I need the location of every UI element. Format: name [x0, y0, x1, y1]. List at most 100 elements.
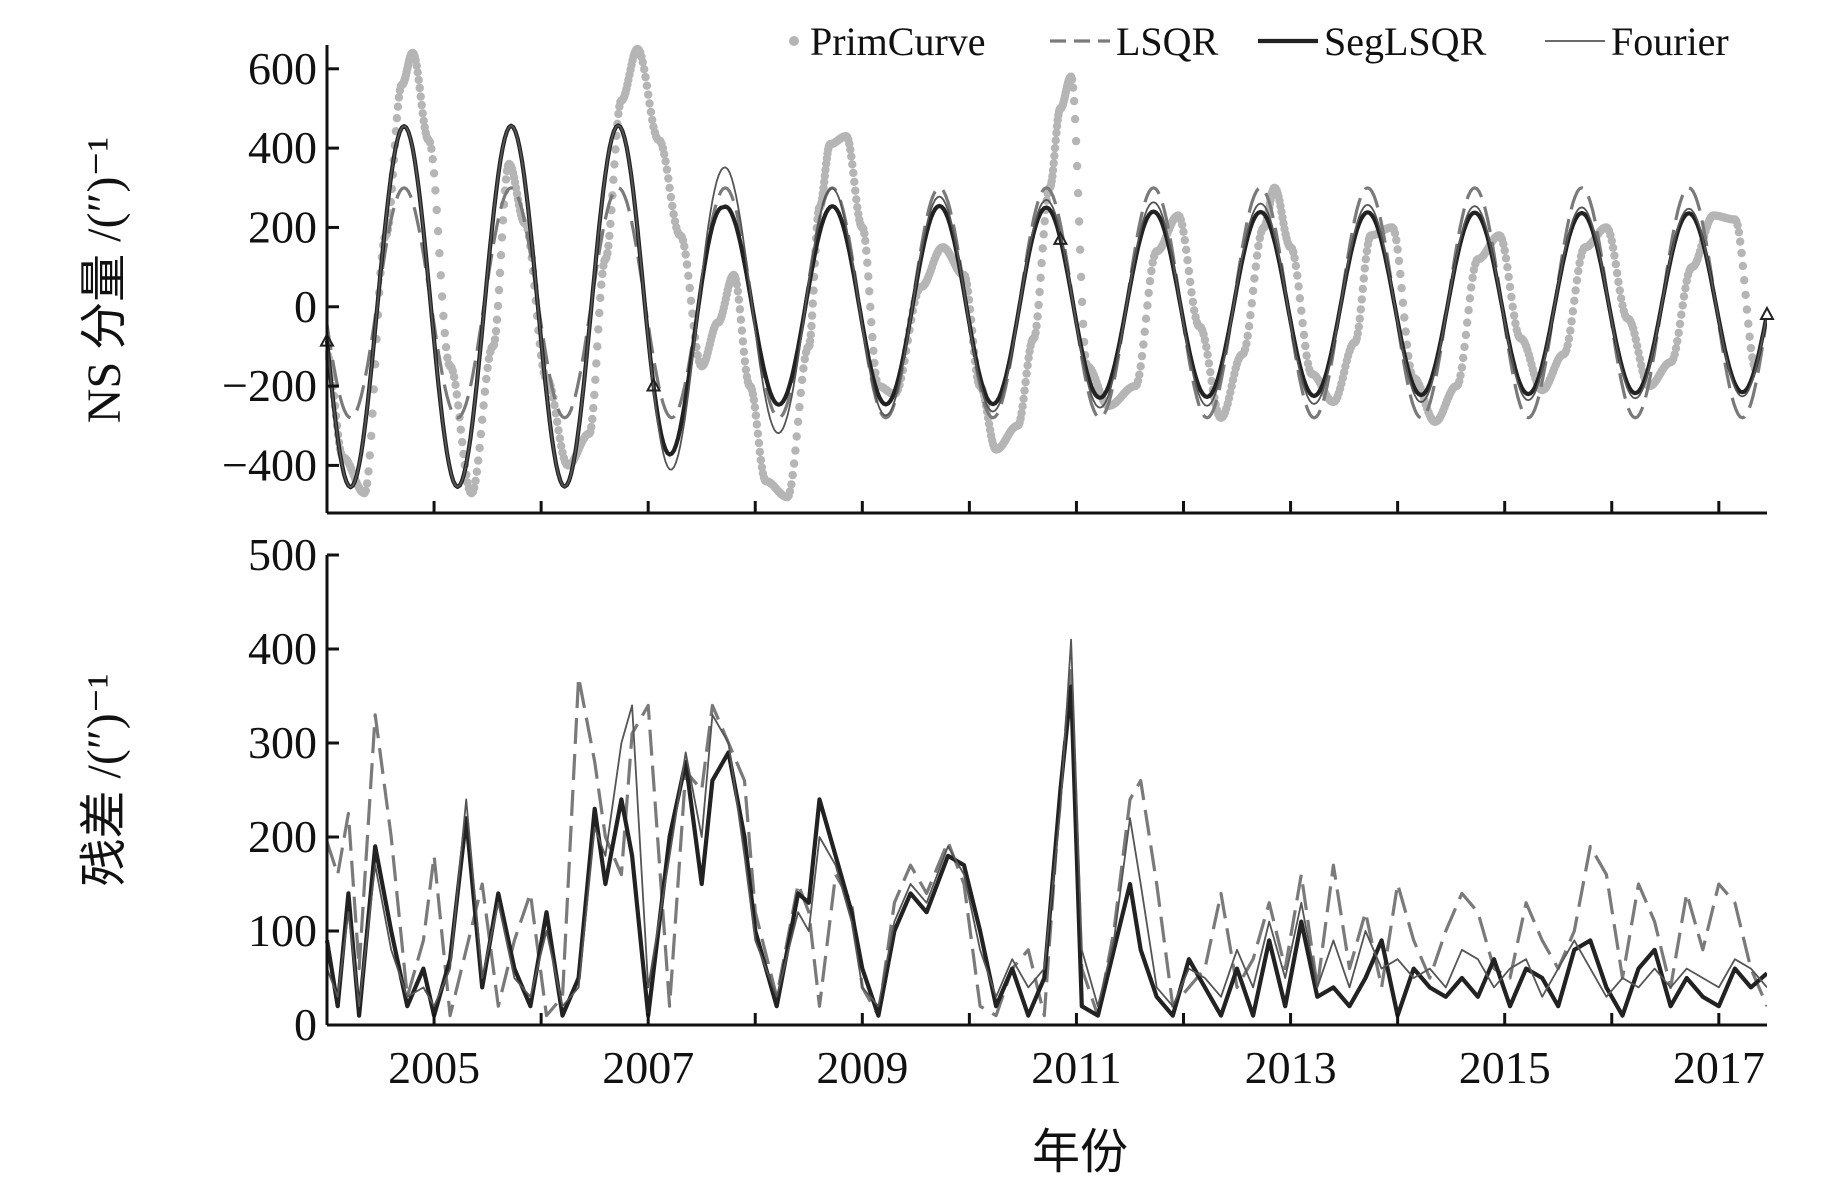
top-primcurve-point [1615, 286, 1625, 295]
top-primcurve-point [685, 283, 694, 293]
top-primcurve-point [1072, 161, 1082, 171]
top-primcurve-point [1398, 298, 1408, 307]
top-primcurve-point [1394, 256, 1404, 266]
top-primcurve-point [1075, 245, 1085, 254]
top-primcurve-point [1356, 305, 1366, 314]
top-primcurve-point [1501, 254, 1511, 263]
top-primcurve-point [493, 301, 503, 311]
top-primcurve-point [1362, 246, 1372, 256]
segment-marker [645, 377, 662, 392]
top-primcurve-point [368, 409, 377, 418]
top-primcurve-point [1504, 272, 1513, 282]
legend-item-lsqr: LSQR [1050, 19, 1219, 64]
top-primcurve-point [807, 311, 817, 320]
top-primcurve-point [1571, 286, 1580, 295]
top-primcurve-point [686, 296, 696, 305]
top-series-lsqr [325, 186, 1767, 420]
bottom-y-tick-label: 100 [248, 905, 317, 956]
top-primcurve-point [1141, 314, 1151, 323]
top-primcurve-point [1612, 268, 1622, 278]
top-primcurve-point [1468, 273, 1477, 282]
top-primcurve-point [1295, 294, 1305, 303]
legend-item-fourier: Fourier [1545, 19, 1729, 64]
top-primcurve-point [796, 388, 805, 398]
top-primcurve-point [439, 311, 448, 321]
top-primcurve-point [414, 75, 423, 85]
bottom-x-tick-label: 2007 [602, 1042, 694, 1093]
top-primcurve-point [1359, 274, 1369, 283]
top-primcurve-point [851, 186, 860, 195]
top-primcurve-point [860, 229, 869, 238]
top-primcurve-point [864, 272, 873, 281]
top-primcurve-point [484, 354, 494, 363]
top-primcurve-point [1574, 266, 1583, 276]
top-primcurve-point [1678, 301, 1687, 310]
top-primcurve-point [1302, 351, 1311, 360]
top-primcurve-point [1568, 307, 1578, 316]
top-primcurve-point [684, 271, 693, 280]
top-primcurve-point [429, 169, 439, 178]
bottom-x-tick-label: 2013 [1245, 1042, 1337, 1093]
top-panel: −400 −200 0 200 400 600 [222, 43, 1775, 515]
top-primcurve-point [1035, 287, 1044, 297]
top-primcurve-point [610, 160, 619, 169]
top-primcurve-point [1251, 262, 1261, 271]
top-primcurve-point [1178, 220, 1187, 230]
top-y-tick-label: 600 [248, 43, 317, 94]
top-primcurve-point [666, 192, 676, 202]
top-primcurve-point [1291, 261, 1301, 271]
top-primcurve-point [611, 145, 620, 154]
top-primcurve-point [1737, 248, 1746, 258]
top-primcurve-point [479, 401, 488, 410]
top-primcurve-point [1145, 277, 1155, 286]
top-primcurve-point [660, 149, 669, 159]
top-primcurve-point [1401, 327, 1410, 336]
top-primcurve-point [735, 305, 745, 314]
top-primcurve-point [1457, 363, 1467, 372]
top-y-axis-title: NS 分量 /(″)⁻¹ [78, 137, 131, 423]
top-primcurve-point [820, 171, 829, 181]
top-primcurve-point [1074, 217, 1084, 226]
top-primcurve-point [1566, 326, 1575, 335]
top-primcurve-point [492, 315, 502, 324]
top-primcurve-point [1040, 217, 1049, 226]
top-primcurve-point [1190, 306, 1199, 315]
top-primcurve-point [433, 227, 443, 236]
top-primcurve-point [1503, 263, 1512, 272]
top-primcurve-point [1077, 297, 1087, 307]
top-primcurve-point [1631, 335, 1641, 344]
top-primcurve-point [1143, 301, 1152, 310]
bottom-y-axis-title: 残差 /(″)⁻¹ [78, 673, 131, 886]
top-primcurve-point [495, 268, 505, 278]
segment-marker [1759, 305, 1775, 320]
top-primcurve-point [741, 365, 751, 374]
top-primcurve-point [1745, 332, 1754, 341]
top-x-ticks [325, 501, 1721, 513]
top-primcurve-point [452, 390, 461, 399]
top-primcurve-point [1243, 331, 1252, 340]
top-primcurve-point [369, 385, 378, 394]
top-primcurve-point [1203, 350, 1212, 359]
top-primcurve-point [1069, 96, 1079, 106]
top-primcurve-point [792, 432, 801, 441]
top-primcurve-point [1301, 341, 1310, 351]
top-primcurve-point [1244, 322, 1254, 331]
top-primcurve-point [1614, 277, 1623, 287]
top-primcurve-point [413, 68, 422, 77]
top-primcurve-point [418, 109, 427, 118]
top-primcurve-point [361, 486, 370, 495]
top-primcurve-point [800, 354, 809, 364]
top-primcurve-point [1396, 269, 1405, 279]
top-primcurve-point [1360, 264, 1370, 273]
top-primcurve-point [642, 81, 652, 90]
top-primcurve-point [1293, 271, 1302, 280]
top-primcurve-point [1575, 258, 1584, 268]
bottom-x-tick-label: 2017 [1673, 1042, 1765, 1093]
top-y-tick-label: −200 [222, 360, 317, 411]
top-primcurve-point [1674, 328, 1683, 338]
top-primcurve-point [809, 286, 818, 295]
top-primcurve-point [432, 205, 441, 215]
top-primcurve-point [392, 114, 402, 123]
top-primcurve-point [849, 168, 858, 178]
